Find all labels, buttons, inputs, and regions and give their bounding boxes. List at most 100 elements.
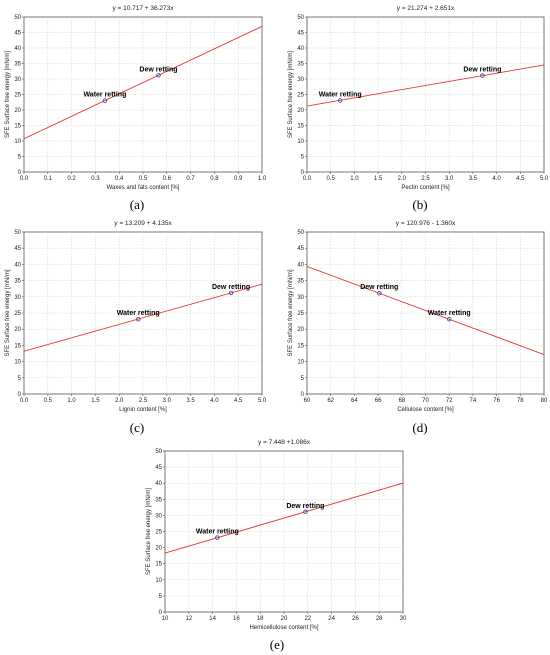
y-axis-label: SFE Surface free energy [mN/m] [5,269,11,356]
y-tick-label: 30 [155,513,162,519]
x-tick-label: 78 [517,398,524,404]
x-tick-label: 0.4 [115,176,124,182]
x-tick-label: 0.3 [91,176,100,182]
data-point-label: Dew retting [286,503,324,510]
regression-line [24,25,262,140]
x-tick-label: 0.0 [20,398,29,404]
x-tick-label: 0.2 [67,176,76,182]
y-tick-label: 5 [301,155,305,161]
y-tick-label: 50 [297,15,304,21]
x-tick-label: 26 [352,616,359,622]
x-tick-label: 2.0 [115,398,124,404]
y-tick-label: 5 [18,376,22,382]
chart-panel-2: 0.0 0.5 1.0 1.5 2.0 2.5 3.0 3.5 4.0 4.5 5.0 0 5 10 15 2… [288,5,549,191]
panel-caption: (c) [130,420,144,435]
y-axis-label: SFE Surface free energy [mN/m] [146,488,152,575]
data-point [447,316,452,322]
y-tick-label: 35 [297,279,304,285]
x-tick-label: 3.5 [186,398,195,404]
y-axis-label: SFE Surface free energy [mN/m] [5,51,11,138]
x-tick-label: 76 [493,398,500,404]
chart-title: y = 21.274 + 2.651x [397,5,455,12]
y-tick-label: 35 [14,62,21,68]
y-tick-label: 10 [155,578,162,584]
y-tick-label: 25 [14,311,21,317]
y-tick-label: 30 [297,295,304,301]
y-tick-label: 10 [297,360,304,366]
data-point [480,73,485,78]
x-tick-label: 0.5 [139,176,148,182]
panel-caption: (b) [412,197,427,212]
x-tick-label: 0.1 [44,176,53,182]
x-axis-label: Cellulose content [%] [397,407,454,413]
data-point [136,316,141,322]
y-tick-label: 0 [18,170,22,176]
y-tick-label: 5 [159,594,163,600]
x-tick-label: 72 [446,398,453,404]
y-tick-label: 25 [297,311,304,317]
data-point-label: Dew retting [139,66,177,73]
y-tick-label: 5 [301,376,305,382]
x-tick-label: 0.6 [163,176,172,182]
y-tick-label: 45 [297,246,304,252]
x-tick-label: 3.5 [469,176,478,182]
chart-panel-3: 0.0 0.5 1.0 1.5 2.0 2.5 3.0 3.5 4.0 4.5 5.0 0 5 10 15 2… [5,220,267,413]
y-tick-label: 40 [14,262,21,268]
y-tick-label: 10 [14,360,21,366]
x-axis-label: Hemicellulose content [%] [249,625,318,631]
y-tick-label: 25 [297,93,304,99]
y-tick-label: 30 [297,77,304,83]
data-point-label: Water retting [117,310,160,317]
y-tick-label: 40 [14,46,21,52]
y-tick-label: 40 [155,481,162,487]
y-axis-label: SFE Surface free energy [mN/m] [288,51,294,138]
data-point [102,98,108,103]
y-tick-label: 0 [301,392,305,398]
x-axis-label: Pectin content [%] [401,185,450,191]
x-tick-label: 5.0 [258,398,267,404]
y-tick-label: 40 [297,46,304,52]
chart-title: y = 10.717 + 36.273x [112,5,174,12]
data-point [377,291,382,296]
y-tick-label: 15 [155,562,162,568]
x-tick-label: 4.0 [210,398,219,404]
x-tick-label: 4.5 [234,398,243,404]
x-tick-label: 30 [400,616,407,622]
x-tick-label: 0.0 [20,176,29,182]
x-tick-label: 0.0 [303,176,312,182]
regression-line [307,265,544,355]
x-tick-label: 1.5 [374,176,383,182]
data-point-label: Water retting [319,91,362,98]
x-tick-label: 66 [375,398,382,404]
data-point [215,535,220,540]
x-tick-label: 1.0 [258,176,267,182]
regression-line [165,482,403,554]
y-tick-label: 50 [155,449,162,455]
x-tick-label: 16 [233,616,240,622]
data-point-label: Water retting [196,529,239,536]
y-tick-label: 15 [297,124,304,130]
x-tick-label: 0.5 [327,176,336,182]
data-point-label: Dew retting [360,284,398,291]
x-tick-label: 10 [162,616,169,622]
chart-panel-1: 0.0 0.1 0.2 0.3 0.4 0.5 0.6 0.7 0.8 0.9 1.0 0 5 10 15 2… [5,5,267,191]
x-tick-label: 2.5 [421,176,430,182]
y-tick-label: 20 [155,546,162,552]
data-point-label: Water retting [428,310,471,317]
y-tick-label: 20 [14,327,21,333]
y-tick-label: 0 [301,170,305,176]
x-tick-label: 3.0 [163,398,172,404]
data-point-label: Water retting [83,92,126,99]
panel-caption: (a) [130,197,144,212]
x-tick-label: 1.0 [67,398,76,404]
data-point [303,509,308,515]
y-tick-label: 30 [14,77,21,83]
y-tick-label: 5 [18,155,22,161]
y-tick-label: 15 [14,343,21,349]
x-tick-label: 3.0 [445,176,454,182]
chart-title: y = 7.448 +1.086x [258,439,311,446]
y-tick-label: 45 [14,31,21,37]
chart-title: y = 13.209 + 4.135x [114,220,172,227]
x-tick-label: 0.7 [186,176,195,182]
x-tick-label: 80 [541,398,548,404]
